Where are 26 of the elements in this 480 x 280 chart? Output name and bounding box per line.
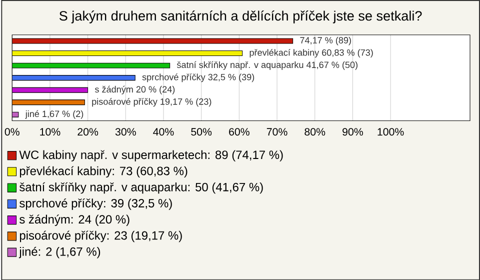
data-label: sprchové příčky 32,5 % (39) <box>142 73 254 82</box>
data-label: šatní skříňky např. v aquaparku 41,67 % (50) <box>176 61 358 70</box>
legend-label: jiné: 2 (1,67 %) <box>18 246 100 258</box>
x-tick-label: 70% <box>266 128 288 136</box>
x-tick-label: 20% <box>78 128 98 136</box>
data-label: převlékací kabiny 60,83 % (73) <box>250 48 373 58</box>
legend-label: pisoárové příčky: 23 (19,17 %) <box>20 230 182 242</box>
x-tick-label: 60% <box>229 128 250 136</box>
x-tick-label: 100% <box>378 128 404 136</box>
data-label: 74,17 % (89) <box>300 36 351 46</box>
data-label: pisoárové příčky 19,17 % (23) <box>92 98 212 106</box>
chart-title: S jakým druhem sanitárních a dělících příček jste se setkali? <box>59 10 422 24</box>
legend-label: s žádným: 24 (20 %) <box>20 214 130 226</box>
legend-label: převlékací kabiny: 73 (60,83 %) <box>20 166 188 178</box>
data-label: s žádným 20 % (24) <box>94 86 175 94</box>
x-tick-label: 30% <box>115 128 136 136</box>
x-tick-label: 10% <box>40 128 60 136</box>
legend-label: WC kabiny např. v supermarketech: 89 (74,17 %) <box>19 150 283 162</box>
legend-label: šatní skříňky např. v aquaparku: 50 (41,67 %) <box>20 182 263 194</box>
x-tick-label: 0% <box>4 128 20 136</box>
x-tick-label: 90% <box>342 128 363 136</box>
data-label: jiné 1,67 % (2) <box>25 110 84 119</box>
x-tick-label: 80% <box>304 128 326 136</box>
x-tick-label: 40% <box>153 128 174 136</box>
x-tick-label: 50% <box>191 128 212 136</box>
legend-label: sprchové příčky: 39 (32,5 %) <box>20 198 172 210</box>
